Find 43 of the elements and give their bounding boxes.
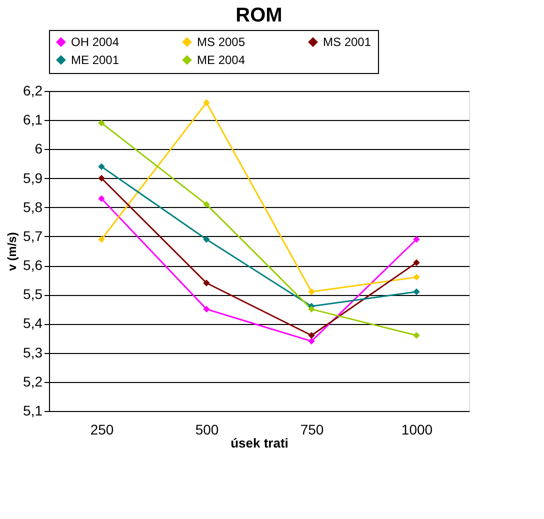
point [413, 236, 420, 243]
point [308, 332, 315, 339]
y-tick-label: 5,3 [23, 344, 43, 360]
x-tick-label: 500 [195, 422, 219, 438]
y-tick-label: 6,2 [23, 82, 43, 98]
legend-label: OH 2004 [71, 35, 120, 50]
point [98, 120, 105, 126]
y-tick-label: 5,9 [23, 170, 43, 186]
y-tick-label: 5,1 [23, 402, 43, 418]
y-tick-label: 6,1 [23, 112, 43, 128]
point [203, 306, 210, 313]
point [203, 236, 210, 243]
legend-label: MS 2001 [323, 35, 372, 50]
y-tick-label: 5,8 [23, 198, 43, 215]
y-tick-label: 5,4 [23, 315, 43, 332]
point [98, 174, 105, 182]
y-tick-label: 5,2 [23, 373, 43, 390]
y-tick-label: 5,7 [23, 228, 43, 244]
y-tick-label: 5,6 [23, 257, 43, 274]
x-tick-label: 1000 [401, 422, 433, 438]
point [308, 288, 315, 296]
point [98, 236, 105, 243]
x-tick-label: 250 [90, 422, 114, 438]
point [98, 195, 105, 202]
point [413, 288, 420, 296]
y-axis-title: v (m/s) [5, 232, 20, 271]
point [413, 259, 420, 266]
point [308, 306, 315, 313]
y-tick-label: 6 [34, 140, 43, 157]
x-tick-label: 750 [300, 422, 324, 438]
x-axis-title: úsek trati [230, 436, 288, 450]
point [203, 280, 210, 286]
point [98, 163, 105, 170]
y-tick-label: 5,5 [23, 286, 43, 302]
point [413, 332, 420, 339]
point [308, 338, 315, 345]
point [203, 201, 210, 208]
legend-label: ME 2001 [71, 53, 120, 67]
legend-label: MS 2005 [197, 35, 246, 50]
point [203, 99, 210, 106]
point [413, 274, 420, 281]
chart-title: ROM [236, 4, 282, 26]
legend-label: ME 2004 [197, 53, 246, 67]
